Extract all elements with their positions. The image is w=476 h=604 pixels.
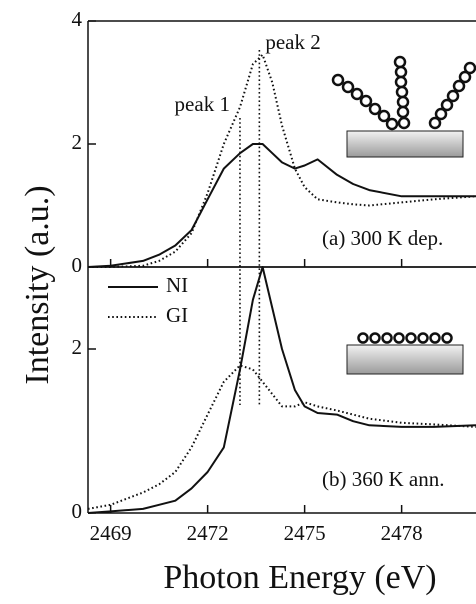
x-tick-label: 2478	[381, 521, 423, 545]
y-tick-label: 2	[72, 130, 83, 154]
panel-annotation: (b) 360 K ann.	[322, 467, 444, 491]
y-tick-label: 0	[72, 499, 83, 523]
x-tick-label: 2472	[187, 521, 229, 545]
y-tick-label: 0	[72, 253, 83, 277]
peak-label: peak 2	[265, 30, 320, 54]
x-tick-label: 2475	[284, 521, 326, 545]
y-tick-label: 2	[72, 335, 83, 359]
panel-annotation: (a) 300 K dep.	[322, 226, 443, 250]
x-tick-label: 2469	[90, 521, 132, 545]
peak-label: peak 1	[175, 92, 230, 116]
legend-label: NI	[166, 273, 188, 297]
y-tick-label: 4	[72, 7, 83, 31]
inset-standing	[331, 55, 476, 158]
series-line	[87, 143, 476, 268]
series-line	[88, 53, 476, 268]
inset-lying	[346, 332, 464, 375]
legend-label: GI	[166, 303, 188, 327]
x-axis-label: Photon Energy (eV)	[163, 559, 436, 596]
series-line	[87, 266, 476, 514]
y-axis-label: Intensity (a.u.)	[19, 185, 56, 384]
